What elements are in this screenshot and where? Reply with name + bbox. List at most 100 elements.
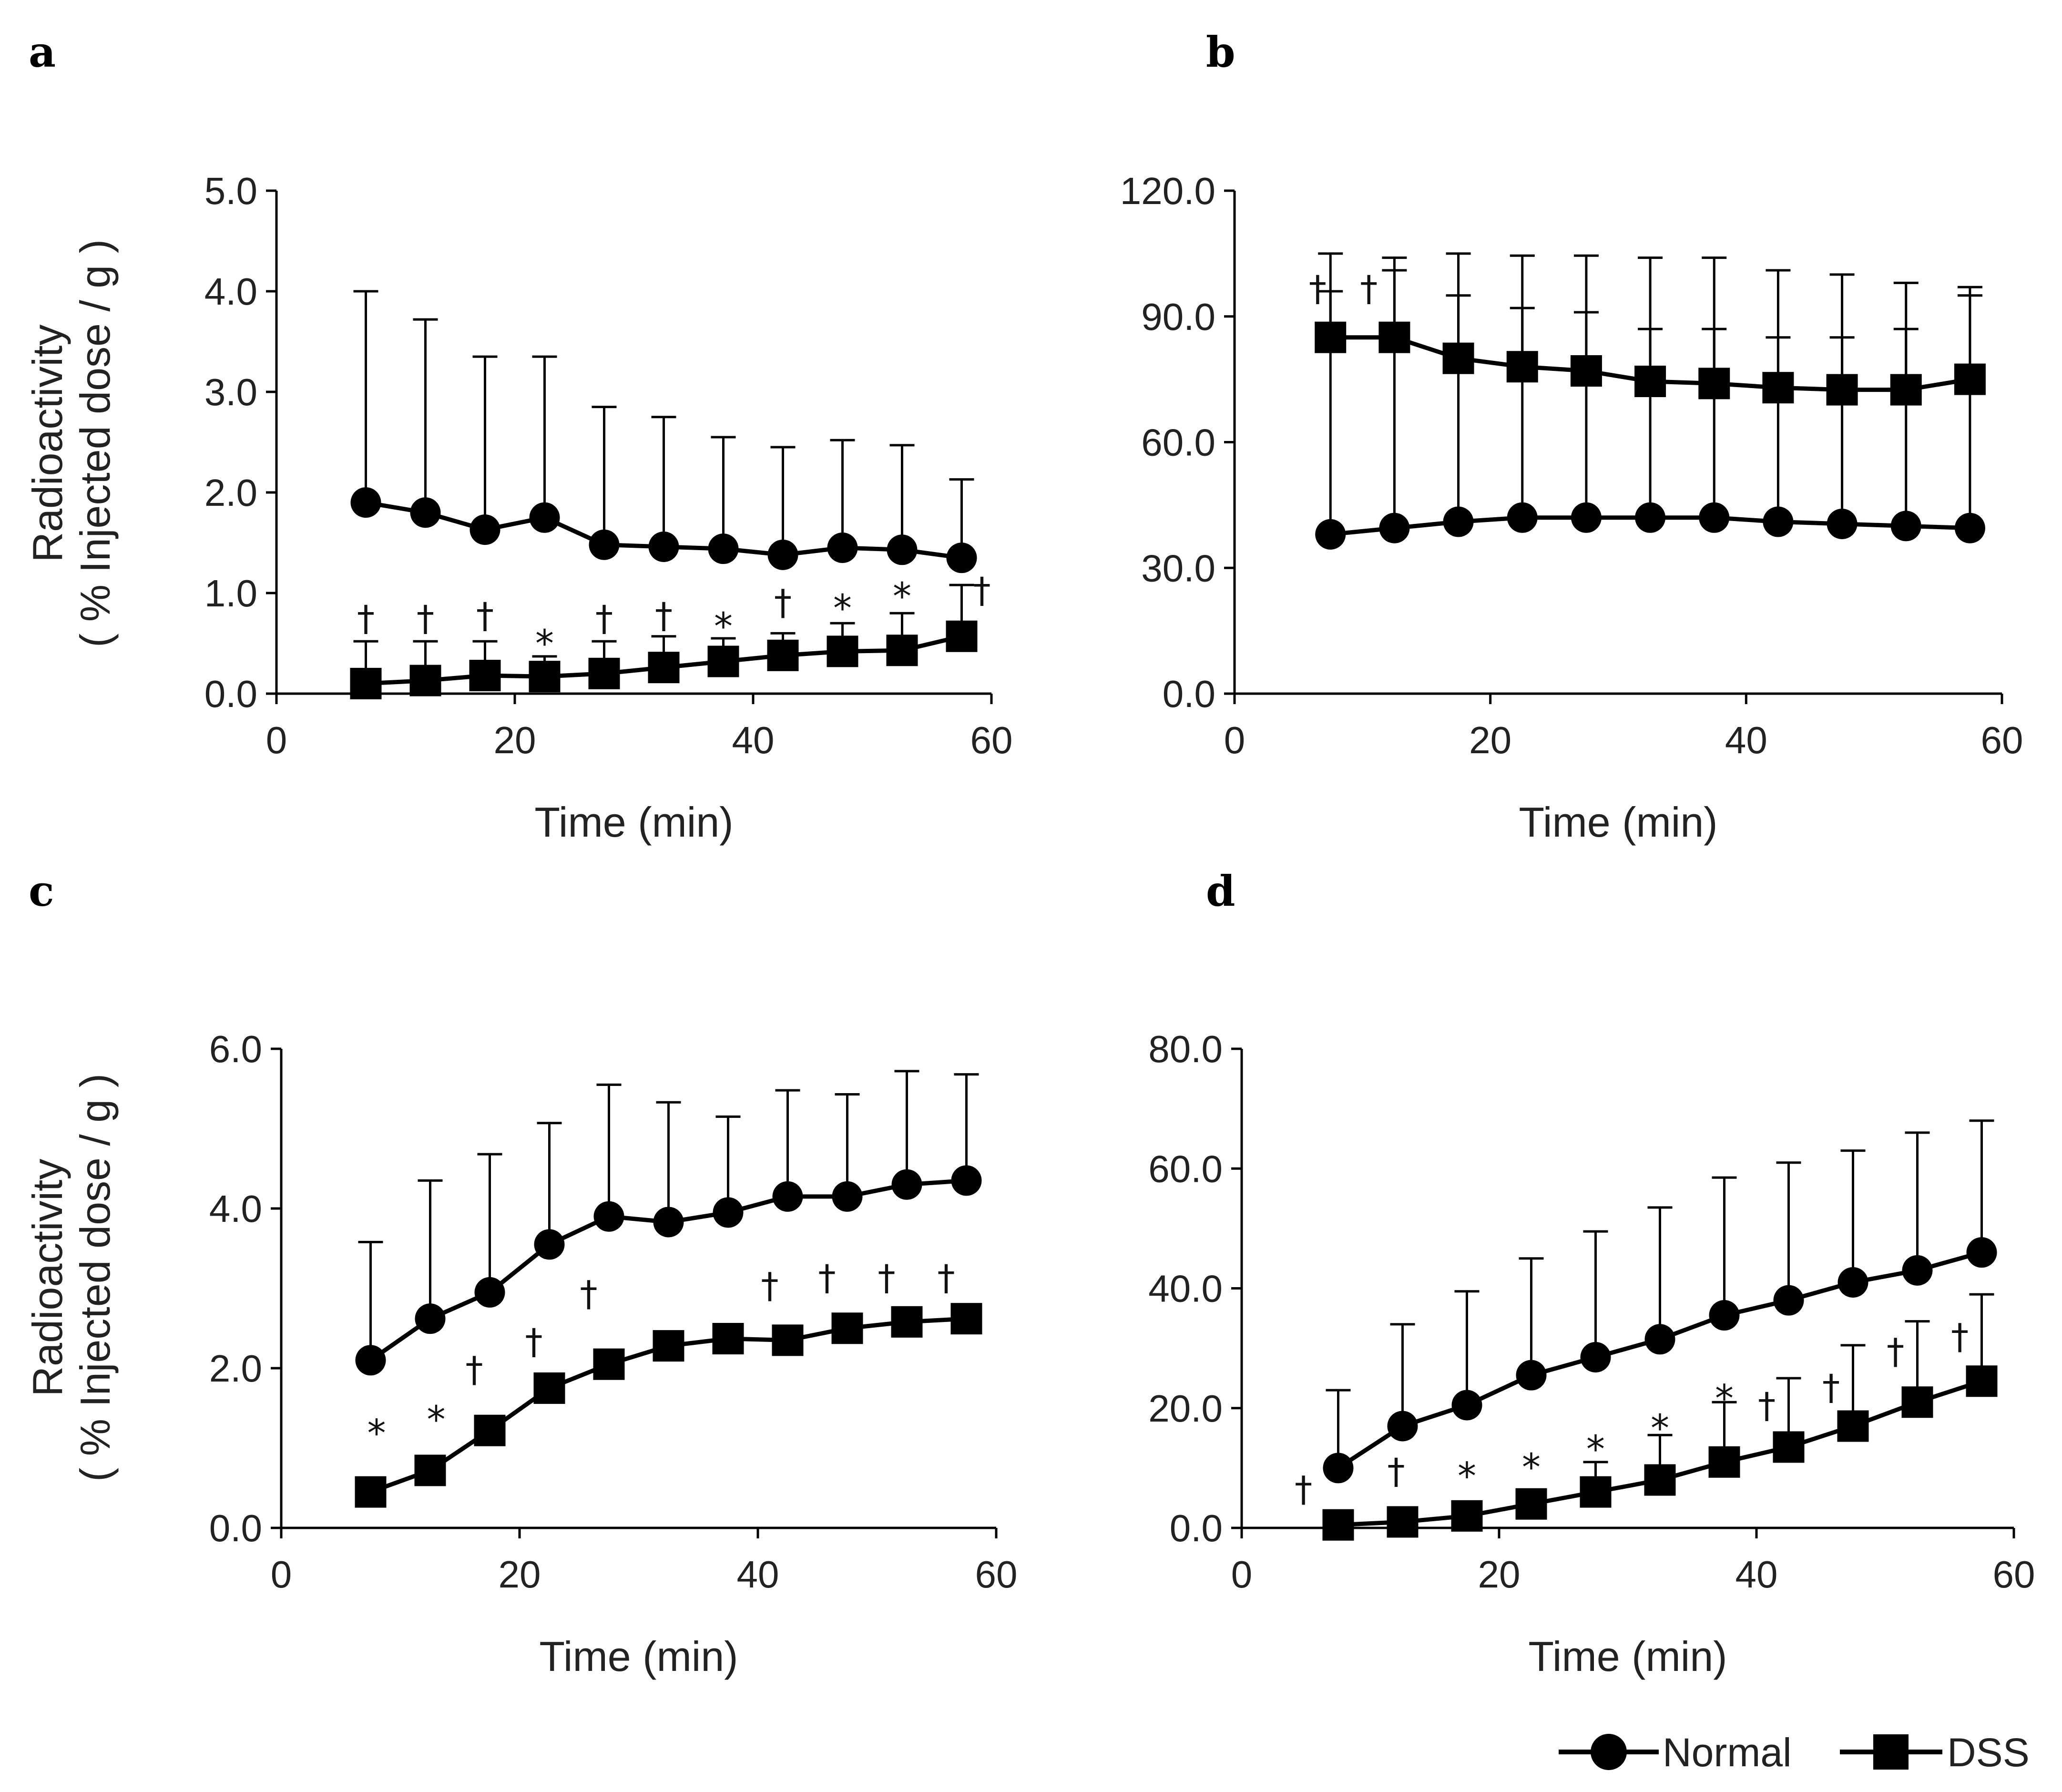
y-tick-label: 1.0 [204, 572, 257, 614]
x-axis-title: Time (min) [1519, 799, 1717, 846]
dss-point [1762, 372, 1794, 404]
dss-point [827, 635, 858, 667]
dss-point [1580, 1476, 1612, 1508]
legend-normal-label: Normal [1663, 1730, 1792, 1775]
normal-point [410, 497, 441, 528]
normal-point [1451, 1390, 1482, 1421]
normal-point [1315, 519, 1346, 550]
y-tick-label: 3.0 [204, 371, 257, 413]
x-tick-label: 40 [737, 1553, 779, 1596]
x-tick-label: 60 [1981, 719, 2023, 761]
normal-point [1580, 1341, 1611, 1372]
normal-point [951, 1165, 982, 1196]
chart-panel-b: 0.0 30.0 60.0 90.0 120.0 0 20 40 60 Time (min) † † [1120, 170, 2023, 846]
normal-point [589, 529, 620, 560]
normal-point [1635, 502, 1666, 533]
x-tick-label: 0 [1231, 1553, 1253, 1596]
significance-marker: † [1309, 268, 1327, 309]
normal-point [534, 1229, 565, 1260]
significance-marker: † [525, 1321, 543, 1362]
y-axis-title-a: Radioactivity ( % Injected dose / g ) [24, 239, 119, 647]
significance-marker: † [580, 1273, 598, 1314]
normal-point [593, 1201, 624, 1232]
y-tick-label: 2.0 [209, 1347, 262, 1390]
normal-point [946, 543, 977, 573]
dss-point [1442, 342, 1474, 374]
panel-label-c: c [29, 866, 54, 916]
dss-point [772, 1324, 804, 1356]
dss-point [707, 645, 739, 677]
significance-marker: † [655, 595, 673, 636]
y-axis-title-c-line1: Radioactivity [24, 1159, 71, 1397]
dss-point [1901, 1386, 1933, 1418]
dss-point [1634, 366, 1666, 398]
dss-point [1698, 368, 1730, 399]
normal-point [1773, 1285, 1804, 1316]
normal-point [772, 1181, 803, 1212]
chart-panel-a: 0.0 1.0 2.0 3.0 4.0 5.0 0 20 40 60 Time (min) † † † * †… [204, 170, 1013, 846]
significance-marker: * [1651, 1407, 1669, 1450]
significance-marker: † [1822, 1367, 1840, 1408]
dss-point [350, 667, 382, 699]
significance-marker: * [1715, 1377, 1734, 1420]
x-tick-label: 60 [970, 719, 1013, 761]
x-tick-label: 20 [499, 1553, 541, 1596]
significance-marker: † [417, 598, 434, 639]
normal-point [1837, 1267, 1868, 1298]
dss-point [831, 1312, 863, 1344]
significance-marker: * [1522, 1446, 1541, 1489]
normal-point [1571, 502, 1602, 533]
dss-point [1322, 1509, 1354, 1541]
significance-marker: † [476, 595, 494, 636]
normal-point [1507, 502, 1538, 533]
x-tick-label: 20 [1478, 1553, 1521, 1596]
normal-point [1323, 1453, 1354, 1484]
x-axis-title: Time (min) [539, 1633, 738, 1680]
y-tick-label: 2.0 [204, 471, 257, 514]
significance-marker: † [1758, 1385, 1776, 1426]
normal-point [1699, 502, 1730, 533]
significance-marker: * [427, 1399, 446, 1442]
y-tick-label: 6.0 [209, 1028, 262, 1070]
significance-marker: † [938, 1258, 955, 1299]
legend: Normal DSS [1559, 1730, 2030, 1775]
dss-point [1826, 374, 1858, 406]
legend-normal-marker [1591, 1734, 1627, 1770]
significance-marker: † [878, 1258, 896, 1299]
dss-point [653, 1330, 684, 1362]
x-tick-label: 40 [732, 719, 775, 761]
x-tick-label: 0 [271, 1553, 292, 1596]
normal-point [827, 532, 858, 563]
dss-point [767, 639, 799, 671]
dss-point [529, 661, 561, 693]
dss-point [469, 660, 501, 692]
significance-marker: † [1951, 1316, 1969, 1357]
significance-marker: † [357, 598, 375, 639]
normal-point [767, 539, 798, 570]
dss-point [409, 665, 441, 696]
significance-marker: † [818, 1258, 836, 1299]
x-tick-label: 40 [1725, 719, 1767, 761]
y-tick-label: 0.0 [1163, 673, 1215, 715]
y-tick-label: 90.0 [1141, 296, 1215, 338]
dss-point [414, 1454, 446, 1486]
y-tick-label: 120.0 [1120, 170, 1215, 212]
significance-marker: † [466, 1349, 483, 1390]
normal-point [887, 534, 918, 565]
legend-dss-marker [1873, 1734, 1909, 1770]
significance-marker: † [761, 1266, 779, 1307]
dss-point [588, 657, 620, 689]
dss-point [1387, 1506, 1419, 1538]
x-tick-label: 60 [1993, 1553, 2035, 1596]
dss-point [886, 635, 918, 666]
dss-point [474, 1414, 506, 1446]
x-axis-title: Time (min) [534, 799, 733, 846]
significance-marker: * [833, 587, 852, 630]
significance-marker: † [1388, 1451, 1405, 1492]
dss-point [950, 1303, 982, 1335]
normal-point [1902, 1255, 1933, 1286]
chart-panel-d: 0.0 20.0 40.0 60.0 80.0 0 20 40 60 Time (min) † † * *… [1148, 1028, 2035, 1680]
significance-marker: * [1586, 1428, 1605, 1471]
significance-marker: * [714, 605, 733, 648]
